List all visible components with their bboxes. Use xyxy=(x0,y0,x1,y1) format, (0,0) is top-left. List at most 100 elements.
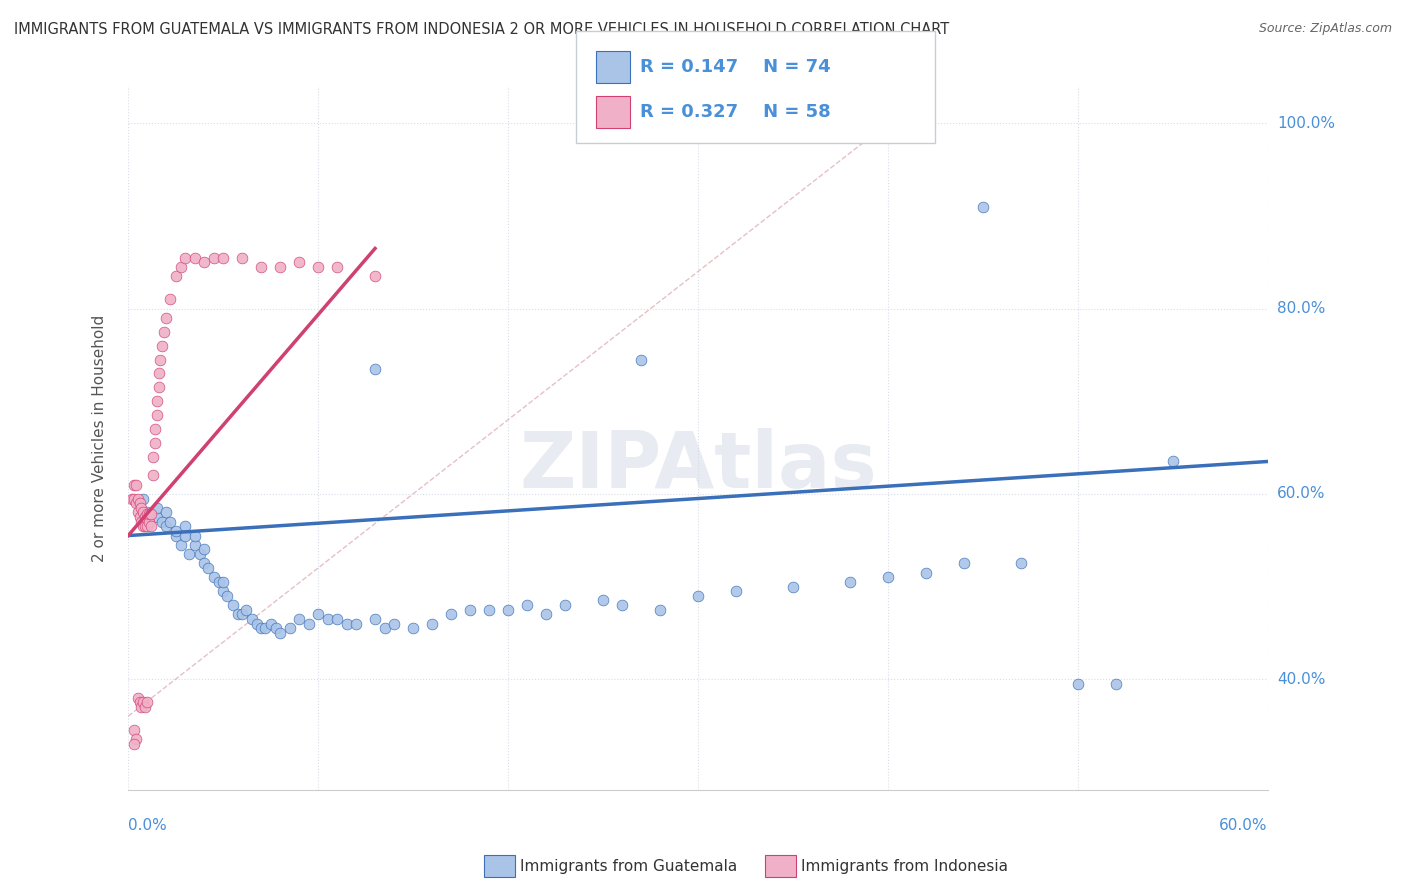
Point xyxy=(215,589,238,603)
Point xyxy=(231,607,253,622)
Point xyxy=(136,695,159,709)
Point xyxy=(592,593,614,607)
Point xyxy=(165,528,187,542)
Point xyxy=(122,723,145,737)
Point xyxy=(128,510,150,524)
Point xyxy=(952,557,974,571)
Point xyxy=(478,602,501,616)
Point xyxy=(364,362,387,376)
Point xyxy=(145,510,167,524)
Point xyxy=(131,500,153,515)
Point xyxy=(188,547,211,561)
Point xyxy=(128,695,150,709)
Point xyxy=(212,574,235,589)
Point xyxy=(132,519,155,533)
Point xyxy=(235,602,257,616)
Y-axis label: 2 or more Vehicles in Household: 2 or more Vehicles in Household xyxy=(93,315,107,562)
Point xyxy=(364,269,387,284)
Point xyxy=(134,510,156,524)
Point xyxy=(630,352,652,367)
Point xyxy=(138,515,160,529)
Point xyxy=(174,251,197,265)
Point xyxy=(420,616,443,631)
Point xyxy=(269,260,291,274)
Point xyxy=(288,255,311,269)
Point xyxy=(165,269,187,284)
Point xyxy=(266,621,288,635)
Point xyxy=(458,602,481,616)
Point xyxy=(534,607,557,622)
Point xyxy=(226,607,249,622)
Point xyxy=(686,589,709,603)
Point xyxy=(128,496,150,510)
Point xyxy=(122,491,145,506)
Point xyxy=(170,538,193,552)
Point xyxy=(876,570,898,584)
Point xyxy=(155,505,177,519)
Point xyxy=(250,260,273,274)
Point xyxy=(972,200,994,214)
Point xyxy=(136,505,159,519)
Point xyxy=(153,325,176,339)
Point xyxy=(145,500,167,515)
Point xyxy=(440,607,463,622)
Point xyxy=(136,519,159,533)
Point xyxy=(269,625,291,640)
Point xyxy=(193,255,215,269)
Point xyxy=(516,598,538,612)
Point xyxy=(150,515,173,529)
Text: 60.0%: 60.0% xyxy=(1219,818,1268,833)
Text: 40.0%: 40.0% xyxy=(1277,672,1326,687)
Point xyxy=(240,612,263,626)
Point xyxy=(496,602,519,616)
Point xyxy=(145,408,167,422)
Point xyxy=(648,602,671,616)
Point xyxy=(174,519,197,533)
Point xyxy=(139,519,162,533)
Point xyxy=(127,491,149,506)
Point xyxy=(259,616,281,631)
Point xyxy=(374,621,396,635)
Point xyxy=(145,394,167,409)
Point xyxy=(344,616,367,631)
Text: Immigrants from Guatemala: Immigrants from Guatemala xyxy=(520,859,738,873)
Point xyxy=(250,621,273,635)
Text: 60.0%: 60.0% xyxy=(1277,486,1326,501)
Point xyxy=(364,612,387,626)
Point xyxy=(193,542,215,557)
Text: Immigrants from Indonesia: Immigrants from Indonesia xyxy=(801,859,1008,873)
Text: ZIPAtlas: ZIPAtlas xyxy=(519,428,877,505)
Point xyxy=(326,612,349,626)
Point xyxy=(231,251,253,265)
Text: R = 0.327    N = 58: R = 0.327 N = 58 xyxy=(640,103,831,121)
Point xyxy=(183,528,205,542)
Point xyxy=(132,491,155,506)
Point xyxy=(1067,677,1090,691)
Point xyxy=(138,508,160,522)
Point xyxy=(202,251,225,265)
Point xyxy=(307,607,329,622)
Text: 100.0%: 100.0% xyxy=(1277,116,1336,131)
Point xyxy=(121,491,143,506)
Point xyxy=(307,260,329,274)
Text: Source: ZipAtlas.com: Source: ZipAtlas.com xyxy=(1258,22,1392,36)
Point xyxy=(1010,557,1032,571)
Point xyxy=(1105,677,1128,691)
Text: 0.0%: 0.0% xyxy=(128,818,167,833)
Text: 80.0%: 80.0% xyxy=(1277,301,1326,316)
Point xyxy=(139,508,162,522)
Point xyxy=(253,621,276,635)
Point xyxy=(610,598,633,612)
Point xyxy=(1161,454,1184,468)
Point xyxy=(335,616,357,631)
Point xyxy=(131,515,153,529)
Point xyxy=(159,293,181,307)
Point xyxy=(142,468,165,483)
Point xyxy=(183,538,205,552)
Point xyxy=(159,515,181,529)
Point xyxy=(143,422,166,436)
Point xyxy=(127,496,149,510)
Point xyxy=(165,524,187,538)
Point xyxy=(136,508,159,522)
Point xyxy=(724,584,747,599)
